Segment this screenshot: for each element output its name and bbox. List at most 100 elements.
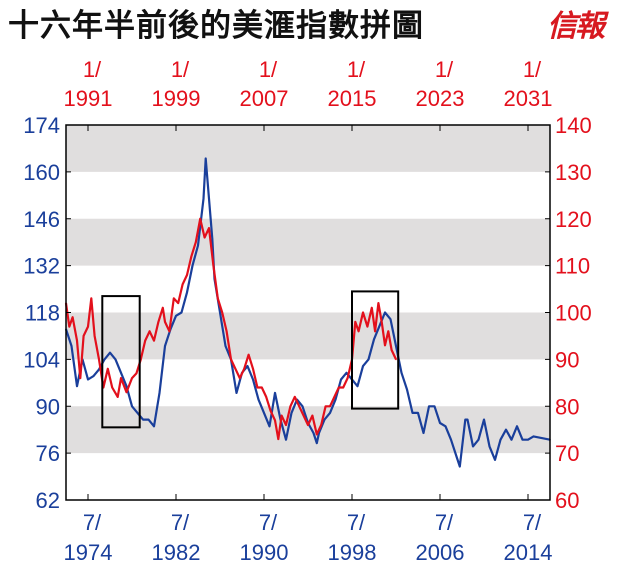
blue-series-point [378,325,381,327]
bottom-tick-year: 1982 [152,540,201,565]
top-tick-year: 2007 [240,86,289,111]
red-series-point [333,396,336,398]
blue-series-point [459,465,461,468]
red-series-point [87,325,89,328]
blue-series-point [334,398,337,401]
blue-series-point [373,338,375,341]
red-series-point [125,391,128,394]
blue-series-point [494,459,496,461]
red-series-point [387,330,390,333]
red-series-point [203,236,206,239]
red-series-point [380,321,383,323]
red-series-point [107,368,109,370]
left-tick-label: 76 [36,441,60,466]
blue-series-point [417,412,419,414]
blue-series-point [175,315,177,317]
blue-series-point [114,358,117,361]
left-tick-label: 118 [25,301,60,326]
red-series-point [374,330,376,333]
red-series-point [90,297,93,300]
red-series-point [71,316,74,319]
red-series-point [311,414,314,417]
right-tick-label: 130 [555,160,592,185]
blue-series-point [285,438,287,441]
red-series-point [298,405,301,408]
bottom-tick-month: 7/ [83,510,102,535]
top-axis: 1/1991 1/1999 1/2007 1/2015 1/2023 1/2031 [64,57,552,131]
red-series-point [243,368,245,370]
red-series-point [162,307,164,309]
red-series-point [269,410,272,412]
blue-series-point [428,405,430,408]
red-series-point [252,368,254,370]
left-tick-label: 104 [23,347,60,372]
red-series-point [164,321,166,323]
bottom-tick-year: 2014 [504,540,553,565]
blue-series-point [186,291,188,294]
page-title: 十六年半前後的美滙指數拼圖 [8,8,424,44]
blue-series-point [450,438,452,441]
blue-series-point [510,438,513,441]
red-series-line [64,217,397,441]
top-tick-year: 1999 [152,86,201,111]
red-series-point [190,255,193,258]
red-series-point [225,330,228,333]
top-tick-month: 1/ [523,57,542,82]
series-lines [64,157,551,468]
blue-series-point [290,412,293,414]
red-series-point [277,438,280,440]
bottom-tick-year: 1990 [240,540,289,565]
red-series-point [320,424,323,426]
blue-series-point [345,372,348,374]
blue-series-point [211,238,214,240]
red-series-point [371,307,373,309]
red-series-point [390,349,393,351]
blue-series-point [422,432,425,434]
red-series-point [346,377,349,379]
bottom-tick-month: 7/ [347,510,366,535]
hkej-logo: 信報 [547,9,605,44]
blue-series-point [153,425,155,428]
red-series-point [199,218,201,220]
red-series-point [294,396,296,398]
red-series-point [111,386,113,389]
red-series-point [148,330,151,333]
red-series-point [186,274,188,276]
blue-series-point [323,418,326,421]
blue-series-point [411,412,414,414]
top-tick-month: 1/ [347,57,366,82]
red-series-point [131,377,133,379]
blue-series-point [532,435,535,438]
blue-series-point [204,157,207,160]
blue-series-point [180,311,183,314]
red-series-point [307,424,309,426]
blue-series-point [158,392,161,394]
right-tick-label: 120 [555,207,592,232]
red-series-point [239,377,241,379]
left-tick-label: 146 [23,207,60,232]
blue-series-point [257,398,260,401]
red-series-point [144,339,146,342]
top-tick-year: 1991 [64,86,113,111]
blue-series-point [301,405,304,408]
top-tick-year: 2023 [416,86,465,111]
red-series-point [173,297,175,300]
red-series-point [79,377,82,379]
grid-band [66,125,550,172]
red-series-point [208,227,210,229]
red-series-point [157,321,160,323]
blue-series-point [274,392,276,394]
blue-series-point [329,412,331,414]
blue-series-point [400,372,403,374]
red-series-point [98,358,100,361]
red-series-point [280,414,283,417]
red-series-point [177,302,179,304]
blue-series-point [483,418,485,421]
blue-series-point [384,311,386,314]
blue-series-point [521,438,524,441]
red-series-point [316,433,318,436]
blue-series-point [466,418,469,421]
blue-series-point [356,385,359,388]
blue-series-point [252,378,254,381]
red-series-point [76,339,78,342]
